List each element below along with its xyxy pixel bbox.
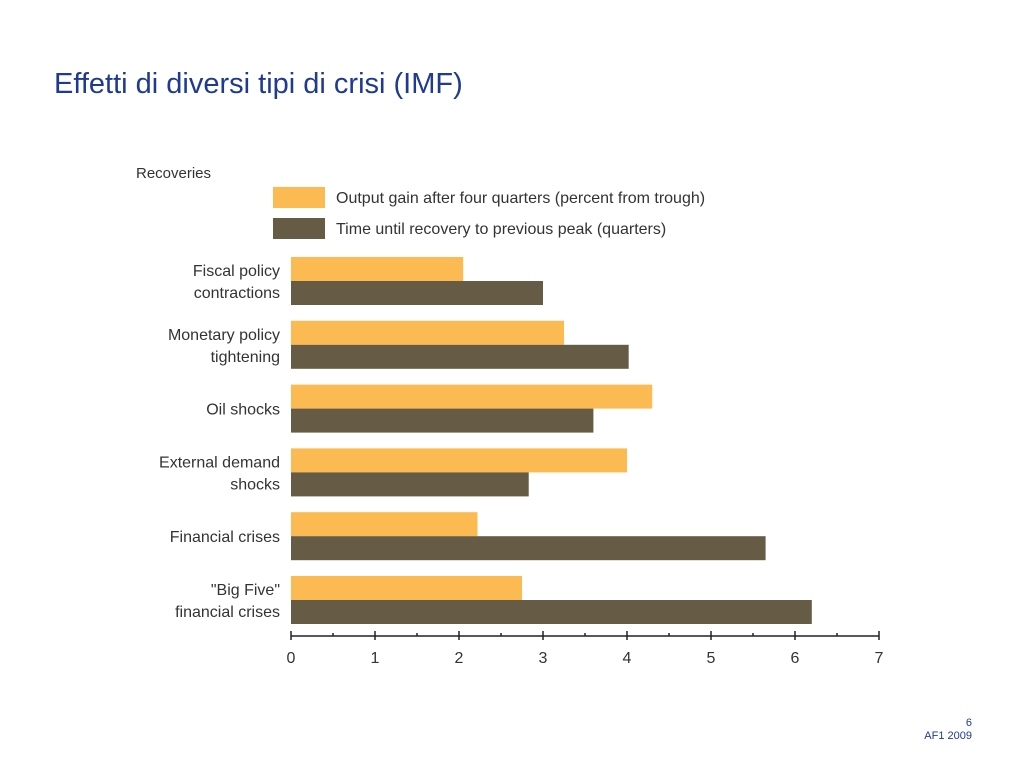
legend-label-1: Output gain after four quarters (percent… bbox=[336, 190, 705, 207]
bar-output-gain-5 bbox=[291, 512, 478, 537]
x-tick-label: 7 bbox=[875, 650, 884, 667]
x-tick-label: 4 bbox=[623, 650, 632, 667]
x-tick-label: 2 bbox=[455, 650, 464, 667]
category-label-3-line-1: Oil shocks bbox=[206, 402, 280, 419]
x-axis: 0 1 2 3 4 5 6 7 bbox=[287, 631, 884, 667]
footer-note: AF1 2009 bbox=[924, 730, 972, 742]
legend-label-2: Time until recovery to previous peak (qu… bbox=[336, 221, 666, 238]
bars bbox=[291, 257, 812, 624]
category-label-4-line-1: External demand bbox=[159, 454, 280, 471]
bar-time-to-recovery-3 bbox=[291, 408, 594, 433]
slide-title: Effetti di diversi tipi di crisi (IMF) bbox=[54, 68, 463, 100]
chart-title: Recoveries bbox=[136, 165, 211, 182]
category-label-6-line-1: "Big Five" bbox=[211, 582, 280, 599]
x-tick-label: 5 bbox=[707, 650, 716, 667]
bar-time-to-recovery-1 bbox=[291, 281, 543, 305]
legend-swatch-1 bbox=[273, 187, 325, 208]
bar-time-to-recovery-4 bbox=[291, 472, 529, 497]
recoveries-bar-chart: Recoveries Output gain after four quarte… bbox=[136, 165, 884, 667]
y-axis-labels: Fiscal policy contractions Monetary policy… bbox=[159, 263, 280, 621]
category-label-2-line-1: Monetary policy bbox=[168, 327, 280, 344]
x-tick-label: 3 bbox=[539, 650, 548, 667]
category-label-2-line-2: tightening bbox=[211, 349, 280, 366]
category-label-1-line-2: contractions bbox=[194, 285, 280, 302]
legend: Output gain after four quarters (percent… bbox=[273, 187, 705, 239]
legend-swatch-2 bbox=[273, 218, 325, 239]
x-tick-label: 6 bbox=[791, 650, 800, 667]
bar-output-gain-6 bbox=[291, 576, 522, 600]
bar-output-gain-4 bbox=[291, 448, 627, 473]
bar-time-to-recovery-5 bbox=[291, 536, 766, 561]
category-label-5-line-1: Financial crises bbox=[170, 529, 280, 546]
page-number: 6 bbox=[965, 717, 972, 729]
bar-output-gain-2 bbox=[291, 320, 564, 345]
bar-time-to-recovery-6 bbox=[291, 600, 812, 624]
category-label-1-line-1: Fiscal policy bbox=[193, 263, 280, 280]
bar-output-gain-3 bbox=[291, 384, 653, 409]
footer: 6 AF1 2009 bbox=[924, 717, 972, 743]
bar-output-gain-1 bbox=[291, 257, 464, 281]
x-tick-label: 0 bbox=[287, 650, 296, 667]
category-label-4-line-2: shocks bbox=[230, 476, 280, 493]
bar-time-to-recovery-2 bbox=[291, 344, 629, 369]
category-label-6-line-2: financial crises bbox=[175, 604, 280, 621]
x-tick-label: 1 bbox=[371, 650, 380, 667]
